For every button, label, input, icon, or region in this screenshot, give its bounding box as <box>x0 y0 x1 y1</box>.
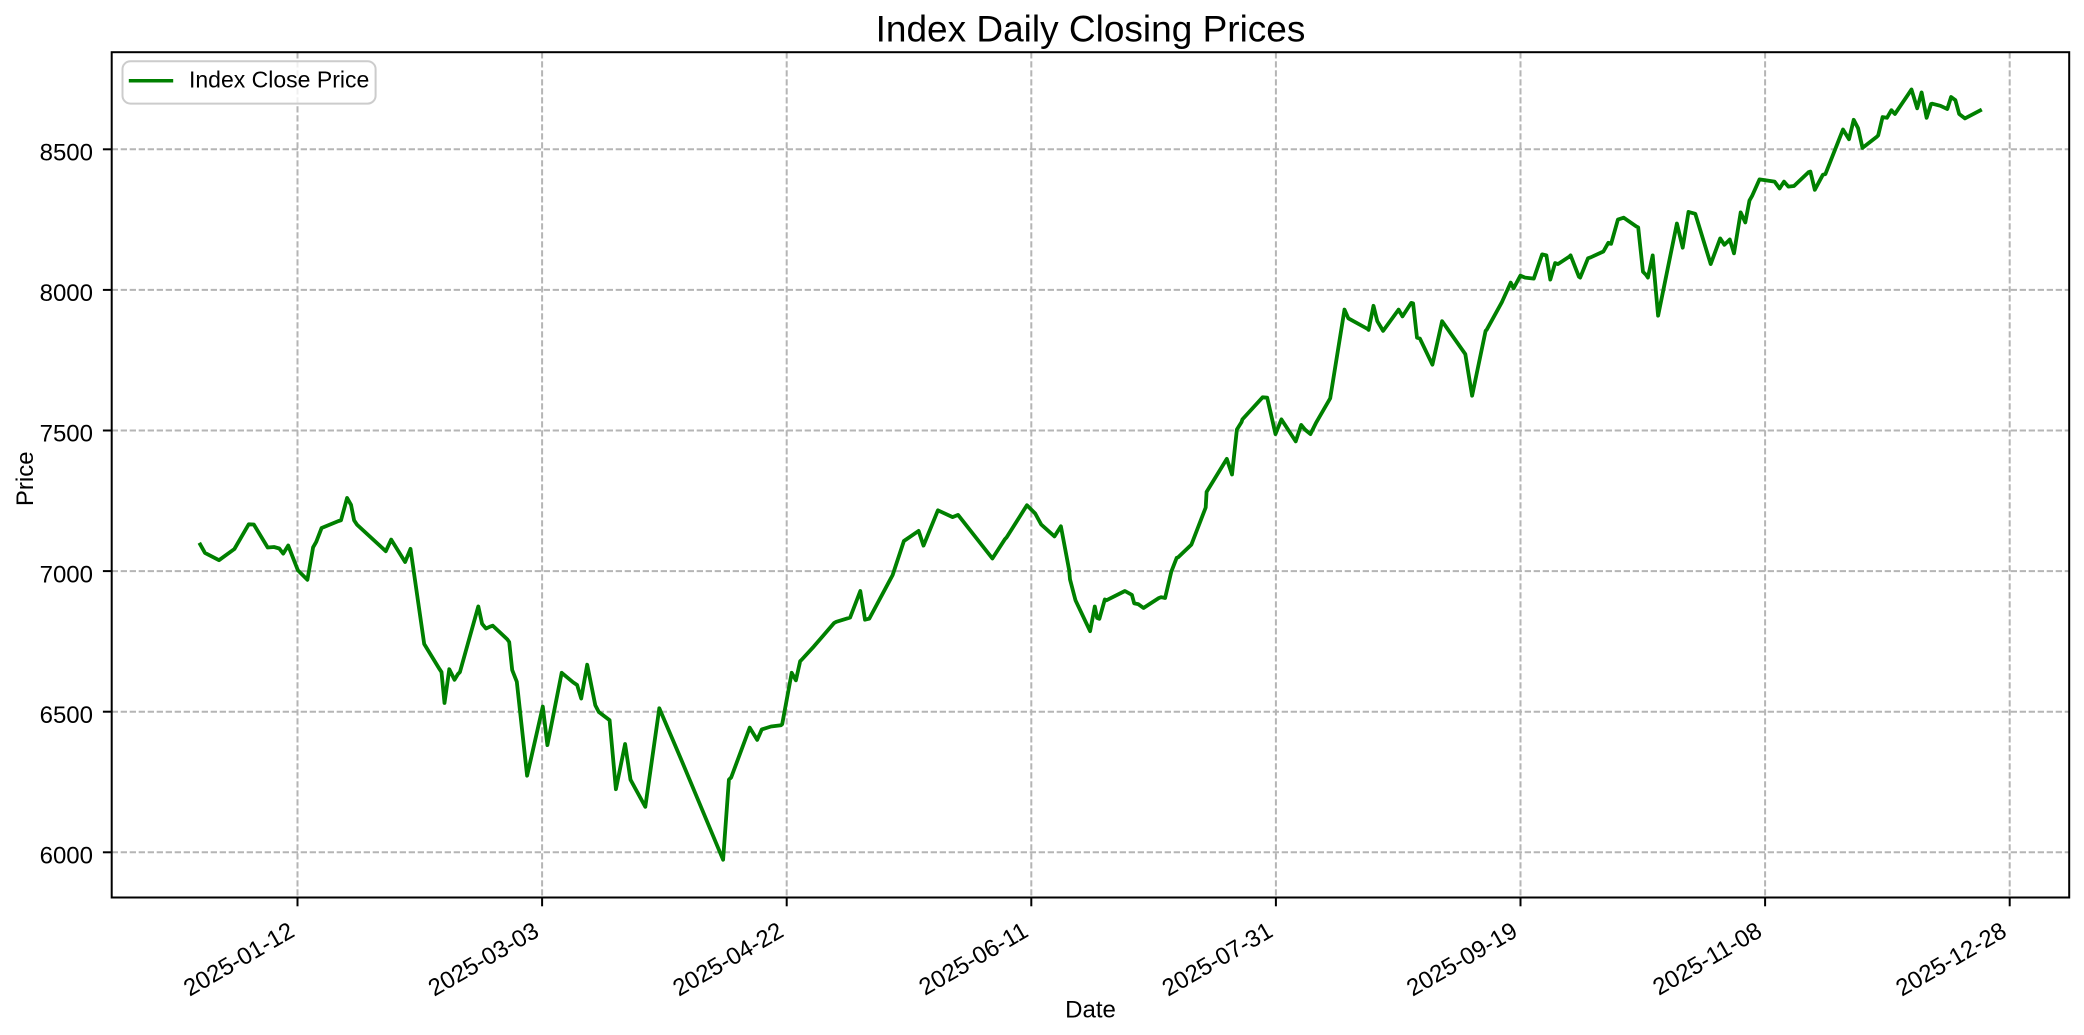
svg-text:8000: 8000 <box>40 280 93 307</box>
svg-text:8500: 8500 <box>40 140 93 167</box>
svg-text:Index Daily Closing Prices: Index Daily Closing Prices <box>876 8 1306 49</box>
svg-text:Price: Price <box>12 451 39 506</box>
svg-text:7500: 7500 <box>40 421 93 448</box>
svg-text:7000: 7000 <box>40 561 93 588</box>
svg-text:6000: 6000 <box>40 843 93 870</box>
svg-text:Date: Date <box>1065 996 1116 1023</box>
svg-text:Index Close Price: Index Close Price <box>189 67 369 93</box>
svg-text:6500: 6500 <box>40 702 93 729</box>
